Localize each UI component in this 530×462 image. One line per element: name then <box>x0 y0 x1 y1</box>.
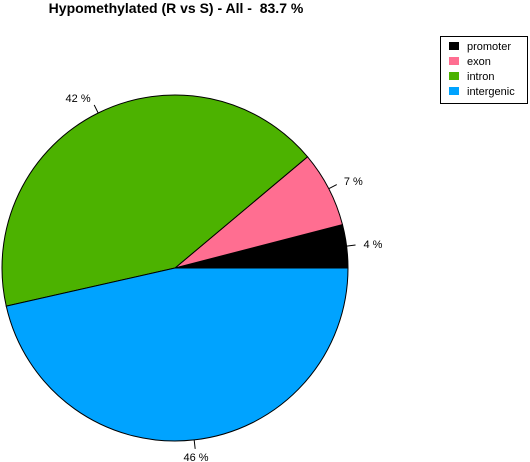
slice-label-intergenic: 46 % <box>184 452 209 462</box>
legend-label-intergenic: intergenic <box>467 86 515 98</box>
slice-label-exon: 7 % <box>344 176 363 188</box>
label-tick-intergenic <box>193 439 196 449</box>
legend-label-promoter: promoter <box>467 41 512 53</box>
chart-title: Hypomethylated (R vs S) - All - 83.7 % <box>48 0 304 16</box>
legend-swatch-promoter <box>449 42 459 50</box>
legend-item-promoter: promoter <box>449 40 511 54</box>
legend-swatch-intron <box>449 72 459 80</box>
legend-item-intron: intron <box>449 70 495 84</box>
label-tick-intron <box>93 104 99 114</box>
legend-label-exon: exon <box>467 56 491 68</box>
legend-swatch-intergenic <box>449 87 459 95</box>
legend-item-intergenic: intergenic <box>449 85 515 99</box>
slice-label-promoter: 4 % <box>363 239 382 251</box>
legend: promoter exon intron intergenic <box>440 36 528 104</box>
label-tick-promoter <box>346 244 356 247</box>
pie-slice-intron <box>1 94 309 307</box>
label-tick-exon <box>328 184 337 190</box>
legend-label-intron: intron <box>467 71 495 83</box>
legend-item-exon: exon <box>449 55 491 69</box>
legend-swatch-exon <box>449 57 459 65</box>
slice-label-intron: 42 % <box>66 93 91 105</box>
pie-slice-intergenic <box>5 267 349 442</box>
